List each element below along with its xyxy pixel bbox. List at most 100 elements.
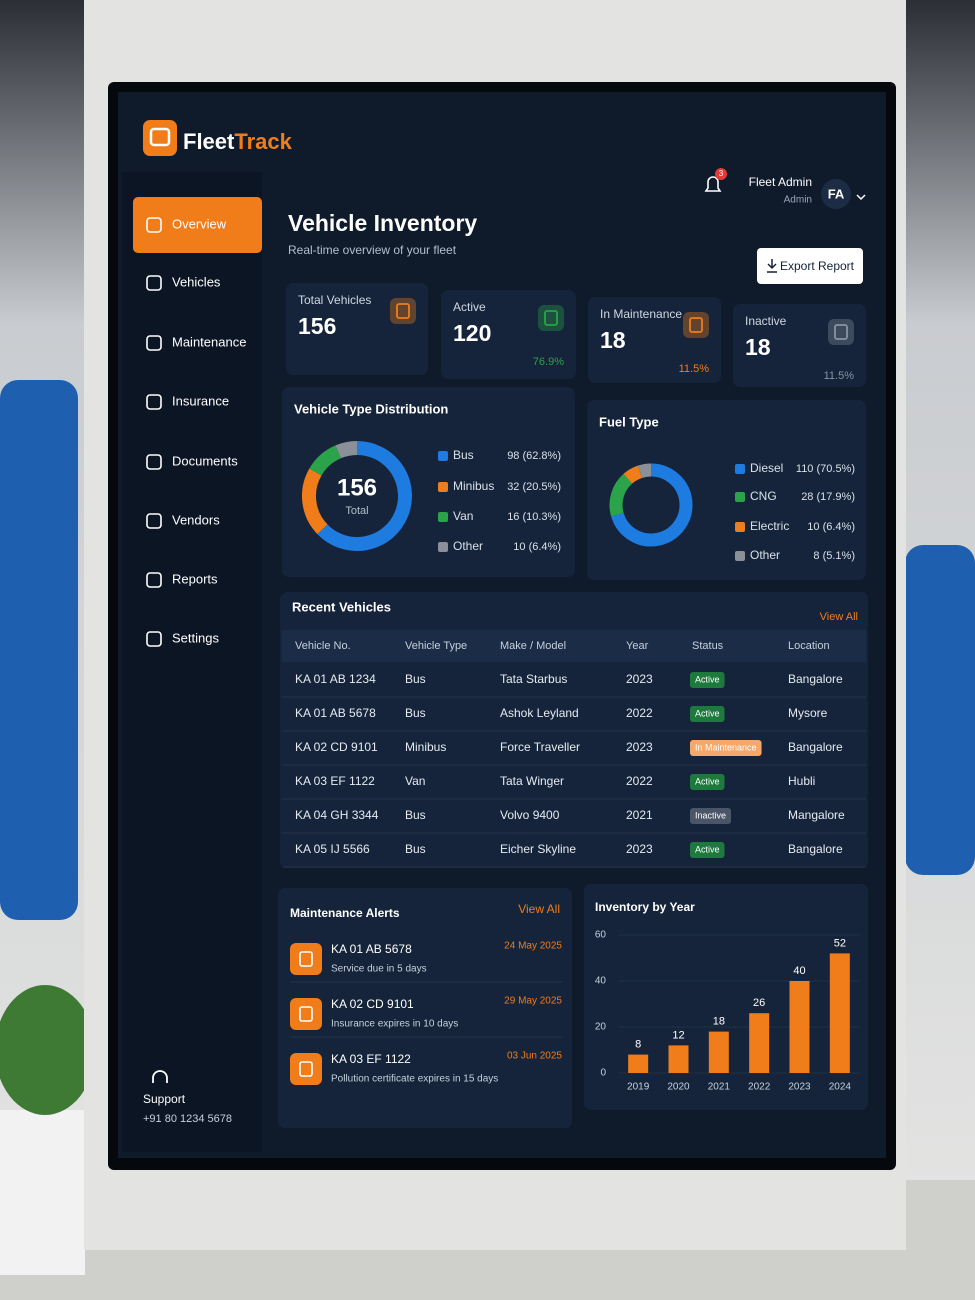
bus-right	[905, 545, 975, 875]
cell: 2023	[626, 672, 653, 686]
status-badge	[690, 672, 725, 688]
nav-item[interactable]: Insurance	[172, 393, 229, 408]
alert-vehicle: KA 02 CD 9101	[331, 997, 414, 1011]
alert-icon	[290, 998, 322, 1030]
y-tick-label: 0	[600, 1068, 606, 1079]
stat-label: Total Vehicles	[298, 293, 371, 307]
chevron[interactable]	[856, 194, 866, 201]
x-tick-label: 2021	[708, 1082, 731, 1093]
x-tick-label: 2020	[667, 1082, 690, 1093]
bar-value: 26	[753, 997, 765, 1009]
column-header: Make / Model	[500, 640, 566, 652]
nav-item[interactable]: Reports	[172, 571, 218, 586]
nav-item[interactable]: Vehicles	[172, 274, 221, 289]
x-tick-label: 2019	[627, 1082, 650, 1093]
donut-segment	[302, 468, 328, 535]
stat-icon	[828, 319, 854, 345]
table-title: Recent Vehicles	[292, 599, 391, 614]
cell: 2023	[626, 740, 653, 754]
legend-swatch	[438, 542, 448, 552]
legend-swatch	[438, 482, 448, 492]
legend-value: 110 (70.5%)	[796, 463, 855, 475]
cell: Volvo 9400	[500, 808, 560, 822]
y-tick-label: 60	[595, 930, 607, 941]
cell: KA 01 AB 1234	[295, 672, 376, 686]
card	[441, 290, 576, 379]
bar-value: 12	[672, 1029, 684, 1041]
card	[733, 304, 866, 387]
bar-value: 8	[635, 1039, 641, 1051]
legend-value: 10 (6.4%)	[513, 541, 561, 553]
bar	[789, 981, 810, 1073]
legend-value: 32 (20.5%)	[507, 481, 561, 493]
alert-detail: Pollution certificate expires in 15 days	[331, 1074, 498, 1085]
donut-segment	[317, 441, 412, 551]
cell: Mysore	[788, 706, 828, 720]
y-tick-label: 20	[595, 1022, 607, 1033]
support-label[interactable]: Support	[143, 1092, 186, 1106]
status-label: Active	[695, 708, 720, 718]
nav-icon	[146, 572, 162, 588]
nav-icon	[146, 335, 162, 351]
bus-left	[0, 380, 78, 920]
bar	[668, 1045, 689, 1073]
cell: Ashok Leyland	[500, 706, 579, 720]
x-tick-label: 2022	[748, 1082, 771, 1093]
nav-item[interactable]: Maintenance	[172, 334, 246, 349]
cell: Tata Starbus	[500, 672, 567, 686]
cell: Bus	[405, 706, 426, 720]
nav-item[interactable]: Overview	[172, 216, 227, 231]
legend-label: Van	[453, 509, 473, 523]
alert-glyph	[299, 951, 313, 967]
cell: Bangalore	[788, 672, 843, 686]
bell-icon[interactable]	[704, 176, 722, 192]
badge	[715, 168, 727, 180]
export-label: Export Report	[780, 259, 855, 273]
chart-title: Inventory by Year	[595, 900, 695, 914]
card	[278, 888, 572, 1128]
stat-share: 11.5%	[824, 370, 855, 382]
legend-value: 28 (17.9%)	[801, 491, 855, 503]
view-all[interactable]: View All	[518, 902, 560, 916]
alert-date: 29 May 2025	[504, 996, 562, 1007]
export-button[interactable]	[757, 248, 863, 284]
user-name: Fleet Admin	[749, 175, 812, 189]
notification-count: 3	[719, 169, 724, 178]
cell: Van	[405, 774, 425, 788]
page-title: Vehicle Inventory	[288, 210, 477, 236]
nav-icon	[146, 275, 162, 291]
cell: Bangalore	[788, 740, 843, 754]
donut-center-label: Total	[345, 505, 368, 517]
alert-date: 24 May 2025	[504, 941, 562, 952]
nav-icon	[146, 454, 162, 470]
view-all[interactable]: View All	[820, 611, 858, 623]
stat-value: 156	[298, 313, 336, 339]
brand: FleetTrack	[183, 129, 293, 154]
nav-item[interactable]: Vendors	[172, 512, 220, 527]
donut-segment	[637, 463, 652, 479]
download-icon	[767, 259, 777, 273]
cell: Hubli	[788, 774, 815, 788]
bar-value: 18	[713, 1016, 725, 1028]
stat-icon-glyph	[396, 303, 410, 319]
legend-value: 8 (5.1%)	[813, 550, 855, 562]
avatar[interactable]	[821, 179, 851, 209]
cell: KA 04 GH 3344	[295, 808, 379, 822]
x-tick-label: 2023	[788, 1082, 811, 1093]
donut-segment	[609, 473, 633, 517]
legend-swatch	[735, 464, 745, 474]
nav-item[interactable]: Documents	[172, 453, 238, 468]
column-header: Location	[788, 640, 830, 652]
nav-item[interactable]: Settings	[172, 630, 219, 645]
legend-label: Minibus	[453, 479, 494, 493]
stat-share: 11.5%	[679, 363, 710, 375]
status-badge	[690, 740, 762, 756]
alert-icon	[290, 943, 322, 975]
donut-segment	[623, 465, 643, 484]
bar	[628, 1054, 649, 1073]
legend-label: Electric	[750, 519, 789, 533]
alert-detail: Insurance expires in 10 days	[331, 1019, 458, 1030]
status-label: Active	[695, 776, 720, 786]
stat-value: 18	[745, 334, 771, 360]
